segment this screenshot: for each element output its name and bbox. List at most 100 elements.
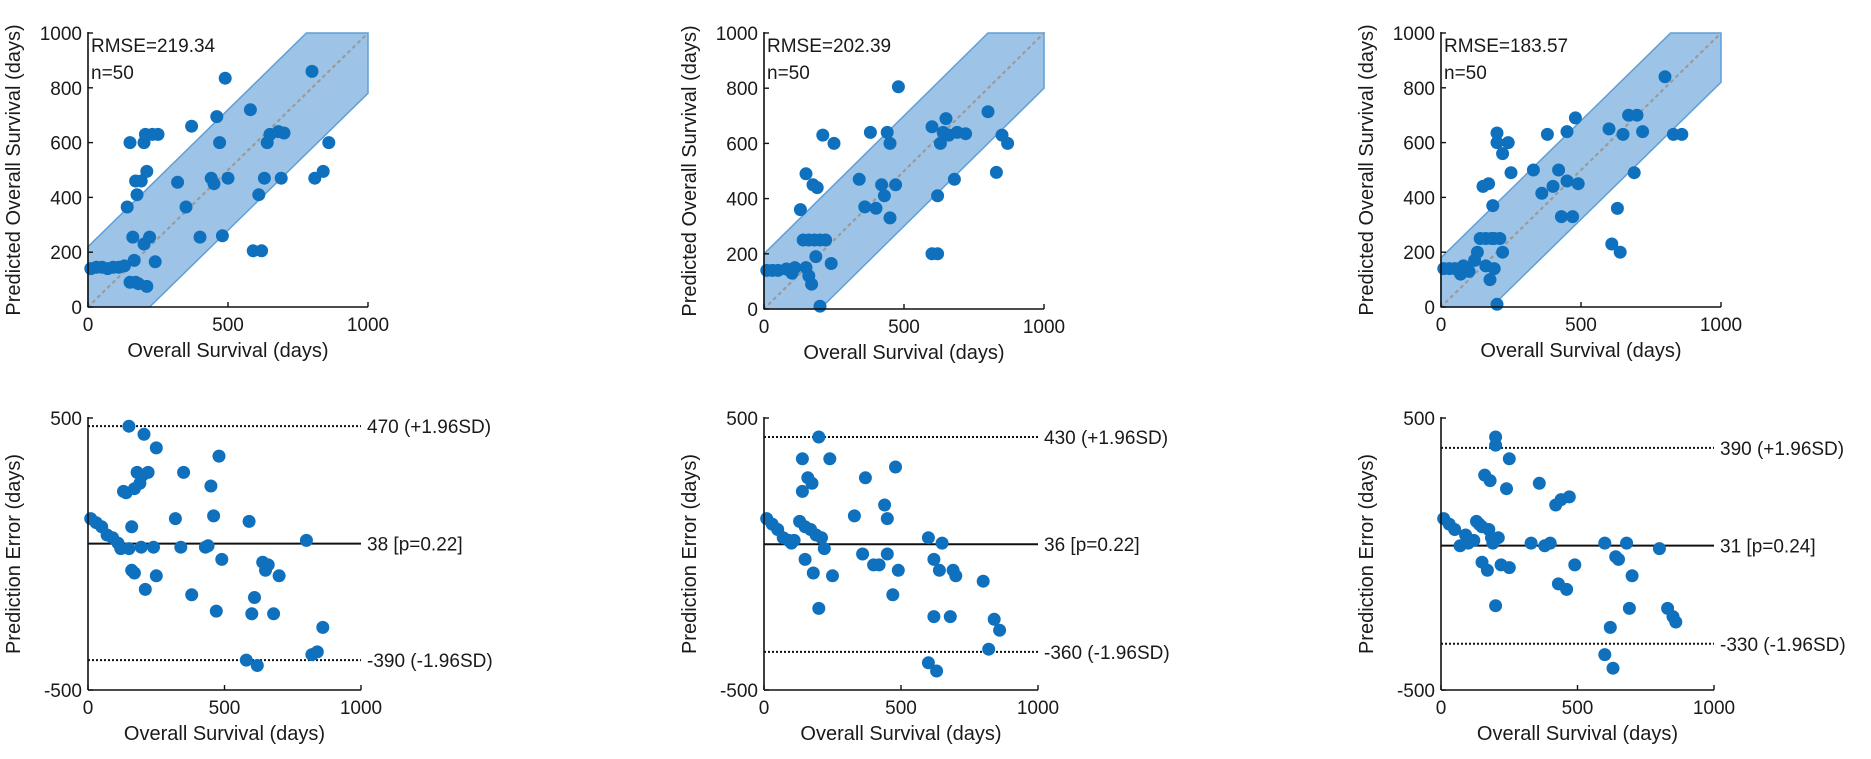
x-tick-label: 1000 — [1017, 698, 1059, 719]
x-axis-label: Overall Survival (days) — [1480, 340, 1681, 362]
data-point — [267, 607, 281, 621]
data-point — [932, 563, 946, 577]
x-tick-label: 500 — [888, 317, 920, 338]
data-point — [1502, 452, 1516, 466]
data-point — [886, 588, 900, 602]
data-point — [987, 612, 1001, 626]
data-point — [1566, 210, 1580, 224]
y-tick-label: 1000 — [1393, 24, 1435, 45]
data-point — [185, 119, 199, 133]
data-point — [1001, 136, 1015, 150]
y-axis-label: Predicted Overall Survival (days) — [3, 24, 25, 315]
data-point — [316, 620, 330, 634]
y-tick-label: 600 — [1403, 134, 1435, 155]
data-point — [1610, 201, 1624, 215]
data-point — [1535, 186, 1549, 200]
data-point — [947, 172, 961, 186]
data-point — [239, 653, 253, 667]
x-tick-label: 500 — [885, 698, 917, 719]
n-annotation: n=50 — [91, 63, 134, 84]
data-point — [174, 540, 188, 554]
data-point — [883, 136, 897, 150]
x-axis-label: Overall Survival (days) — [127, 340, 328, 362]
data-point — [147, 540, 160, 554]
data-point — [787, 533, 801, 547]
y-tick-label: 200 — [1403, 243, 1435, 264]
data-point — [805, 476, 819, 490]
data-point — [1489, 599, 1503, 613]
data-point — [1467, 533, 1481, 547]
data-point — [212, 449, 226, 463]
data-point — [880, 547, 894, 561]
y-tick-label: 0 — [747, 300, 758, 321]
y-tick-label: 1000 — [40, 24, 82, 45]
data-point — [242, 514, 256, 528]
y-tick-label: 400 — [1403, 188, 1435, 209]
mean-label: 36 [p=0.22] — [1044, 535, 1140, 556]
y-tick-label: 500 — [50, 409, 82, 430]
data-point — [120, 200, 134, 214]
data-point — [151, 127, 165, 141]
data-point — [243, 103, 257, 117]
data-point — [1554, 210, 1568, 224]
data-point — [1524, 536, 1538, 550]
data-point — [277, 126, 291, 140]
data-point — [805, 277, 819, 291]
y-tick-label: 400 — [726, 190, 758, 211]
data-point — [817, 542, 831, 556]
data-point — [1560, 125, 1574, 139]
rmse-annotation: RMSE=202.39 — [767, 36, 891, 57]
data-point — [1501, 136, 1515, 150]
data-point — [982, 642, 996, 656]
data-point — [1560, 174, 1574, 188]
error-plot-1: 470 (+1.96SD) 38 [p=0.22] -390 (-1.96SD) 0 5… — [3, 409, 493, 745]
data-point — [130, 188, 144, 202]
data-point — [143, 230, 157, 244]
data-point — [1483, 474, 1497, 488]
x-tick-label: 1000 — [1700, 315, 1742, 336]
data-point — [1562, 490, 1576, 504]
data-point — [126, 230, 140, 244]
data-point — [1493, 232, 1507, 245]
y-axis-label: Prediction Error (days) — [3, 454, 25, 654]
data-point — [123, 136, 137, 150]
data-point — [989, 165, 1003, 179]
y-tick-label: 400 — [50, 188, 82, 209]
y-tick-label: 500 — [1403, 409, 1435, 430]
data-point — [149, 441, 163, 455]
data-point — [921, 531, 935, 545]
data-point — [793, 203, 807, 217]
data-point — [1612, 552, 1625, 566]
data-point — [149, 569, 163, 583]
data-point — [1616, 127, 1630, 141]
upper-limit-label: 430 (+1.96SD) — [1044, 428, 1168, 449]
data-point — [869, 201, 883, 215]
data-point — [847, 509, 861, 523]
data-point — [880, 125, 894, 139]
data-point — [1675, 127, 1689, 141]
x-tick-label: 0 — [83, 698, 94, 719]
data-point — [891, 563, 905, 577]
data-point — [1620, 536, 1634, 550]
error-plot-3: 390 (+1.96SD) 31 [p=0.24] -330 (-1.96SD) 0 5… — [1356, 409, 1846, 745]
data-point — [795, 484, 809, 498]
data-point — [931, 189, 945, 203]
data-point — [788, 261, 802, 275]
data-point — [1487, 262, 1501, 276]
data-point — [1490, 136, 1504, 150]
data-point — [933, 136, 947, 150]
data-point — [1486, 199, 1500, 213]
data-point — [1490, 126, 1504, 140]
data-point — [863, 125, 877, 139]
rmse-annotation: RMSE=219.34 — [91, 36, 216, 57]
data-point — [927, 552, 941, 566]
data-point — [140, 164, 154, 178]
data-point — [209, 604, 223, 618]
data-point — [819, 233, 833, 247]
data-point — [204, 479, 218, 493]
rmse-annotation: RMSE=183.57 — [1444, 36, 1568, 57]
y-tick-label: 800 — [1403, 79, 1435, 100]
data-point — [1568, 558, 1582, 572]
data-point — [245, 607, 259, 621]
